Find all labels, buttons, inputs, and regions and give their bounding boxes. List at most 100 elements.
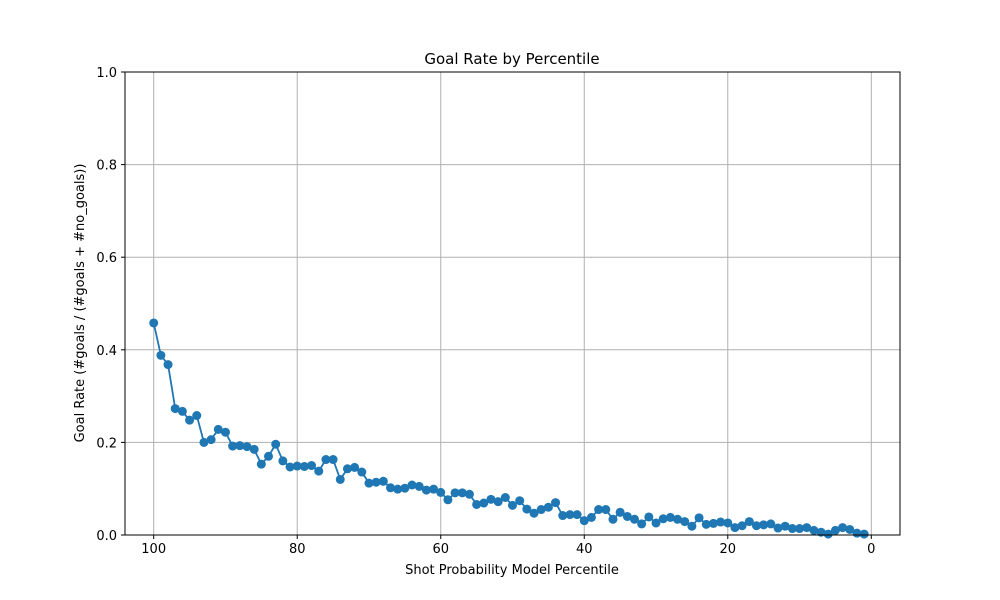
x-tick-label: 80 — [289, 542, 306, 557]
data-point — [673, 514, 683, 524]
data-point — [249, 444, 259, 454]
data-point — [228, 441, 238, 451]
data-point — [551, 498, 561, 508]
data-point — [629, 514, 639, 524]
data-point — [429, 484, 439, 494]
data-point — [407, 480, 417, 490]
data-point — [572, 510, 582, 520]
data-point — [508, 500, 517, 510]
data-point — [256, 459, 266, 469]
data-point — [364, 478, 374, 488]
y-tick-label: 0.2 — [96, 436, 117, 451]
data-point — [307, 461, 317, 471]
data-point — [400, 483, 410, 493]
data-point — [314, 466, 324, 476]
data-point — [292, 461, 302, 471]
data-point — [529, 508, 539, 518]
chart-title: Goal Rate by Percentile — [424, 50, 599, 68]
data-point — [486, 494, 496, 504]
data-point — [802, 523, 812, 533]
data-point — [716, 517, 726, 527]
data-point — [235, 441, 245, 451]
data-point — [565, 510, 575, 520]
data-point — [371, 477, 381, 487]
data-point — [493, 497, 503, 507]
data-point — [830, 525, 840, 535]
data-point — [809, 525, 819, 535]
data-point — [543, 502, 553, 512]
data-point — [443, 495, 453, 505]
data-point — [737, 521, 747, 531]
data-point — [680, 517, 690, 527]
x-tick-label: 40 — [576, 542, 593, 557]
data-point — [766, 519, 776, 529]
data-point — [701, 519, 711, 529]
x-tick-label: 20 — [720, 542, 737, 557]
data-point — [608, 514, 618, 524]
data-point — [694, 513, 704, 523]
data-point — [386, 483, 396, 493]
data-point — [622, 511, 632, 521]
data-point — [708, 518, 718, 528]
data-point — [264, 451, 274, 461]
data-point — [271, 439, 281, 449]
data-point — [586, 512, 596, 522]
y-tick-label: 0.8 — [96, 159, 117, 174]
data-point — [156, 350, 166, 360]
data-point — [651, 518, 661, 528]
data-point — [644, 512, 654, 522]
data-point — [393, 484, 403, 494]
data-point — [149, 318, 159, 328]
data-point — [845, 524, 855, 534]
data-point — [823, 529, 833, 539]
data-point — [213, 424, 223, 434]
data-point — [378, 476, 388, 486]
data-point — [515, 496, 525, 506]
y-tick-label: 0.4 — [96, 344, 117, 359]
data-point — [342, 464, 352, 474]
data-point — [558, 511, 568, 521]
x-axis: 100 80 60 40 20 0 — [141, 535, 875, 557]
data-point — [450, 488, 460, 498]
x-tick-label: 60 — [432, 542, 449, 557]
data-point — [170, 404, 180, 414]
data-point — [328, 455, 338, 465]
data-point — [206, 435, 216, 445]
data-point — [601, 505, 611, 515]
data-point — [457, 488, 467, 498]
data-point — [278, 456, 288, 466]
data-point — [177, 406, 187, 416]
data-point — [751, 521, 761, 531]
data-point — [414, 481, 424, 491]
data-point — [859, 529, 869, 539]
data-point — [299, 461, 309, 471]
data-point — [321, 455, 331, 465]
data-point — [163, 360, 173, 370]
y-tick-label: 0.0 — [96, 529, 117, 544]
data-point — [199, 437, 209, 447]
data-point — [658, 514, 668, 524]
data-point — [665, 512, 675, 522]
data-point — [421, 485, 431, 495]
data-point — [780, 521, 790, 531]
data-point — [615, 507, 625, 517]
data-point — [192, 411, 202, 421]
x-tick-label: 0 — [867, 542, 875, 557]
data-point — [472, 499, 482, 509]
data-point — [759, 520, 769, 530]
data-point — [220, 427, 230, 437]
y-tick-label: 0.6 — [96, 251, 117, 266]
data-point — [687, 521, 697, 531]
data-point — [185, 415, 195, 425]
data-point — [787, 524, 797, 534]
plot-frame — [124, 71, 901, 536]
data-point — [464, 489, 474, 499]
data-point — [744, 517, 754, 527]
data-point — [579, 516, 589, 526]
x-tick-label: 100 — [141, 542, 166, 557]
data-point — [335, 474, 345, 484]
data-point — [637, 519, 647, 529]
data-point — [500, 492, 510, 502]
